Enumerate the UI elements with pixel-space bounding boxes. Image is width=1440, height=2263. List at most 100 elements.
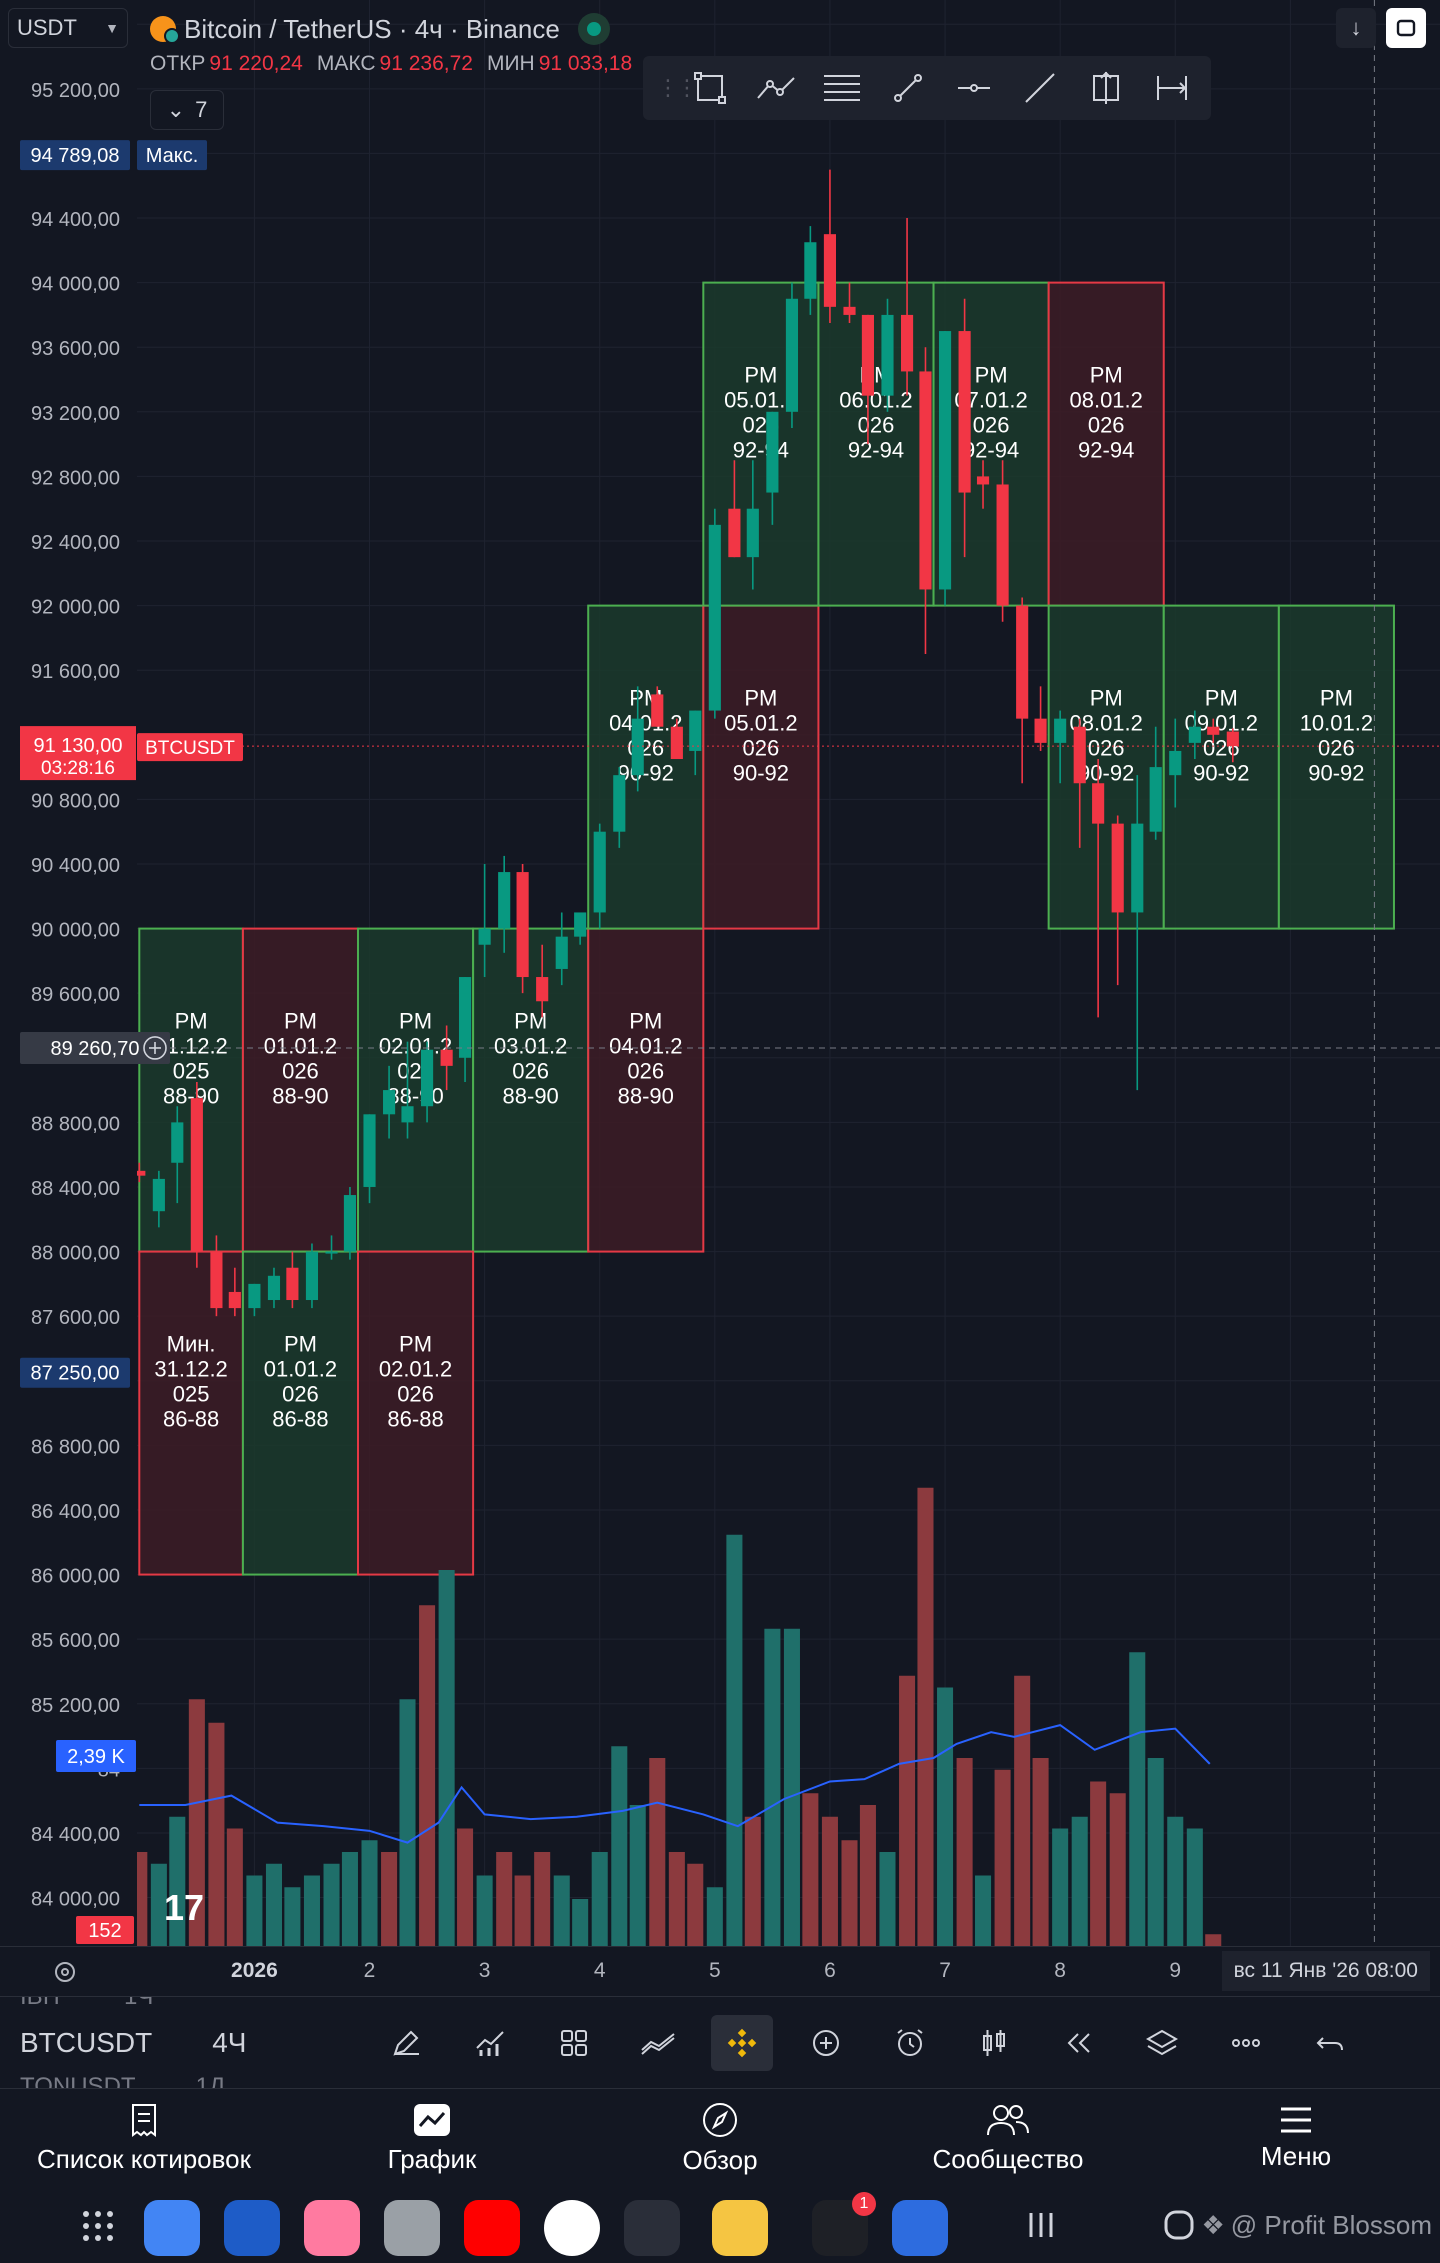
binance-app-icon[interactable]: 1	[812, 2192, 876, 2256]
youtube-app-icon[interactable]	[464, 2200, 520, 2256]
fullscreen-icon[interactable]	[1386, 8, 1426, 48]
horizontal-line-icon[interactable]	[941, 56, 1007, 120]
watchlist-row-active[interactable]: BTCUSDT 4Ч	[20, 2027, 246, 2059]
watchlist-timeframe: 4Ч	[212, 2027, 247, 2058]
price-tick-label: 93 600,00	[31, 338, 120, 360]
chrome-app-icon[interactable]	[544, 2200, 600, 2256]
volume-bar	[859, 1805, 876, 1946]
bybit-app-icon[interactable]	[892, 2200, 948, 2256]
pm-zone-label: 01.01.2	[264, 1034, 337, 1059]
candle-body	[248, 1283, 261, 1309]
pm-zone-box	[357, 927, 475, 1253]
ohlc-legend: ОТКР 91 220,24 МАКС 91 236,72 МИН 91 033,18	[150, 52, 642, 76]
nav-label: Меню	[1260, 2141, 1332, 2171]
symbol-title[interactable]: Bitcoin / TetherUS · 4ч · Binance	[150, 10, 610, 48]
apps-folder-icon[interactable]	[624, 2200, 680, 2256]
pm-zone-label: 026	[397, 1382, 434, 1407]
gallery-app-icon[interactable]	[304, 2200, 360, 2256]
nav-watchlist[interactable]: Список котировок	[0, 2089, 288, 2188]
scroll-down-icon[interactable]: ↓	[1336, 8, 1376, 48]
nav-explore[interactable]: Обзор	[576, 2089, 864, 2188]
drawing-toolbar: ⋮⋮	[643, 56, 1211, 120]
trend-line-icon[interactable]	[875, 56, 941, 120]
volume-bar	[611, 1746, 628, 1946]
candle-body	[728, 508, 741, 558]
nav-chart[interactable]: График	[288, 2089, 576, 2188]
candle-body	[133, 1170, 146, 1176]
home-icon[interactable]	[1162, 2208, 1196, 2247]
files-app-icon[interactable]	[712, 2200, 768, 2256]
watchlist-row[interactable]: TONUSDT 1Д	[20, 2073, 225, 2089]
undo-icon[interactable]	[1299, 2015, 1361, 2071]
chart-settings-icon[interactable]	[52, 1959, 78, 1990]
indicators-icon[interactable]	[459, 2015, 521, 2071]
watchlist-row[interactable]: IBIT 1Ч	[20, 1997, 153, 2011]
google-translate-icon[interactable]	[144, 2200, 200, 2256]
notification-badge: 1	[852, 2192, 876, 2216]
volume-bar	[706, 1887, 723, 1946]
layers-icon[interactable]	[1131, 2015, 1193, 2071]
pm-zone-label: 08.01.2	[1069, 388, 1142, 413]
candle-body	[286, 1267, 299, 1301]
pm-zone-label: 88-90	[503, 1084, 559, 1109]
currency-select-value: USDT	[17, 15, 77, 40]
pencil-icon[interactable]	[375, 2015, 437, 2071]
candle-body	[498, 872, 511, 929]
pm-zone-box	[1047, 281, 1165, 607]
volume-bar	[1071, 1816, 1088, 1946]
ray-line-icon[interactable]	[1007, 56, 1073, 120]
replay-icon[interactable]	[1047, 2015, 1109, 2071]
templates-icon[interactable]	[543, 2015, 605, 2071]
path-tool-icon[interactable]	[743, 56, 809, 120]
price-chart[interactable]: PM31.12.202588-90PM01.01.202688-90PM02.0…	[0, 0, 1440, 1946]
time-tick-label: 5	[708, 1959, 721, 1982]
compare-icon[interactable]	[627, 2015, 689, 2071]
pm-zone-label: PM	[284, 1009, 317, 1034]
candle-body	[1188, 726, 1201, 743]
max-price-tag-box	[137, 140, 207, 171]
app-drawer-icon[interactable]	[80, 2208, 116, 2249]
candle-body	[766, 411, 779, 493]
pm-zone-box	[1047, 604, 1165, 930]
pm-zone-label: 026	[743, 736, 780, 761]
pm-zone-box	[138, 1250, 244, 1576]
pm-zone-label: 026	[973, 413, 1010, 438]
last-price-box	[20, 726, 136, 781]
price-tick-label: 90 800,00	[31, 790, 120, 812]
pm-zone-label: 88-90	[272, 1084, 328, 1109]
candle-body	[458, 977, 472, 1058]
chart-header: USDT ▼ Bitcoin / TetherUS · 4ч · Binance…	[0, 0, 1440, 58]
market-status-icon[interactable]	[577, 13, 610, 45]
price-tick-label: 85 600,00	[31, 1630, 120, 1652]
watchlist-scroller[interactable]: IBIT 1Ч BTCUSDT 4Ч TONUSDT 1Д	[20, 1997, 280, 2089]
nav-menu[interactable]: Меню	[1152, 2089, 1440, 2188]
alarm-icon[interactable]	[879, 2015, 941, 2071]
camera-app-icon[interactable]	[384, 2200, 440, 2256]
pm-zone-label: PM	[1320, 686, 1353, 711]
currency-select[interactable]: USDT ▼	[8, 8, 128, 48]
pm-zone-label: 90-92	[1078, 761, 1134, 786]
nav-community[interactable]: Сообщество	[864, 2089, 1152, 2188]
pm-zone-label: 026	[1088, 736, 1125, 761]
more-icon[interactable]	[1215, 2015, 1277, 2071]
pm-zone-label: 86-88	[272, 1407, 328, 1432]
pm-zone-label: 88-90	[618, 1084, 674, 1109]
binance-icon[interactable]	[711, 2015, 773, 2071]
candle-body	[804, 242, 817, 299]
rectangle-tool-icon[interactable]	[677, 56, 743, 120]
fib-tool-icon[interactable]	[809, 56, 875, 120]
date-range-icon[interactable]	[1139, 56, 1205, 120]
price-range-icon[interactable]	[1073, 56, 1139, 120]
recent-apps-icon[interactable]	[1024, 2208, 1058, 2247]
pm-zone-label: PM	[399, 1332, 432, 1357]
drag-handle-icon[interactable]: ⋮⋮	[657, 75, 698, 100]
chart-type-icon[interactable]	[963, 2015, 1025, 2071]
reader-app-icon[interactable]	[224, 2200, 280, 2256]
pm-zone-label: 05.01.2	[724, 388, 797, 413]
volume-bar	[341, 1852, 358, 1946]
countdown-text: 03:28:16	[41, 758, 115, 779]
indicators-toggle[interactable]: ⌄ 7	[150, 90, 224, 130]
time-axis[interactable]: 20262345678910 вс 11 Янв '26 08:00	[0, 1946, 1440, 1996]
add-alert-icon[interactable]	[795, 2015, 857, 2071]
